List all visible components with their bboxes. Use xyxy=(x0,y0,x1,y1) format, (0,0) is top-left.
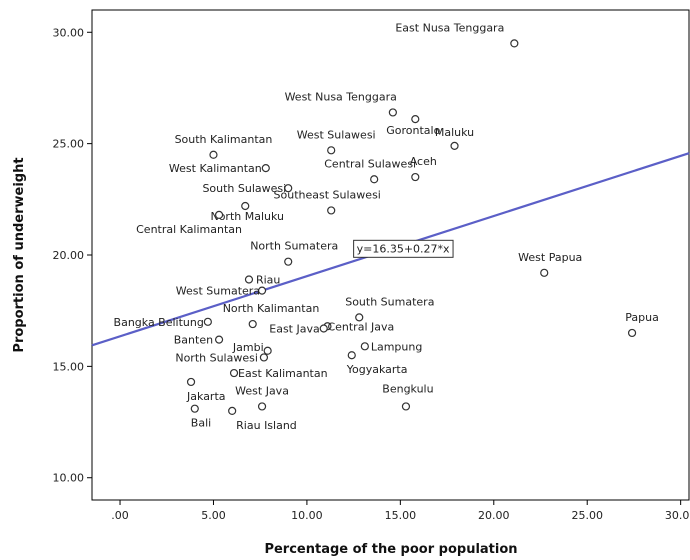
point-label: South Sumatera xyxy=(345,295,434,308)
data-point xyxy=(257,402,267,411)
x-tick-label: 15.00 xyxy=(385,509,417,522)
point-label: South Sulawesi xyxy=(202,182,286,195)
regression-equation: y=16.35+0.27*x xyxy=(357,242,450,255)
x-tick-label: 5.00 xyxy=(201,509,226,522)
data-point xyxy=(257,286,267,295)
point-label: North Kalimantan xyxy=(223,302,320,315)
data-point xyxy=(411,115,420,124)
data-point xyxy=(401,402,411,411)
point-label: Jambi xyxy=(232,341,264,354)
x-tick-label: 20.00 xyxy=(478,509,510,522)
data-point xyxy=(203,317,212,326)
data-point xyxy=(228,406,237,416)
point-label: South Kalimantan xyxy=(175,133,273,146)
x-tick-label: 30.00 xyxy=(665,509,690,522)
point-label: Jakarta xyxy=(186,390,225,403)
data-point xyxy=(360,342,369,351)
data-point xyxy=(261,164,270,173)
point-label: West Sumatera xyxy=(176,285,260,298)
data-point xyxy=(259,353,269,362)
y-tick-label: 30.00 xyxy=(53,26,85,39)
point-label: Bengkulu xyxy=(382,382,433,395)
x-axis-title: Percentage of the poor population xyxy=(264,542,517,557)
point-label: Riau Island xyxy=(236,419,297,432)
data-point xyxy=(327,206,336,215)
data-point xyxy=(627,328,637,338)
point-label: East Kalimantan xyxy=(238,367,328,380)
data-points: East Nusa Tenggara West Nusa Tenggara Goro… xyxy=(114,21,659,432)
data-point xyxy=(540,268,549,277)
data-point xyxy=(214,335,224,344)
data-point xyxy=(327,146,336,155)
point-label: West Java xyxy=(235,384,289,397)
y-tick-label: 15.00 xyxy=(53,360,85,373)
point-label: Gorontalo xyxy=(386,124,440,137)
x-axis: .00 5.00 10.00 15.00 20.00 25.00 30.00 xyxy=(111,500,690,522)
point-label: Riau xyxy=(256,274,280,287)
x-tick-label: 10.00 xyxy=(291,509,323,522)
data-point xyxy=(370,175,379,184)
data-point xyxy=(241,201,250,211)
data-point xyxy=(510,39,519,48)
point-label: North Sulawesi xyxy=(175,351,258,364)
point-label: Bali xyxy=(191,417,211,430)
x-tick-label: 25.00 xyxy=(571,509,603,522)
data-point xyxy=(319,324,328,333)
y-tick-label: 25.00 xyxy=(53,138,85,151)
data-point xyxy=(411,172,420,182)
point-label: East Java xyxy=(269,323,319,336)
data-point xyxy=(347,351,356,360)
regression-equation-box: y=16.35+0.27*x xyxy=(353,239,454,258)
data-point xyxy=(186,377,196,387)
data-point xyxy=(450,141,459,150)
data-point xyxy=(355,313,364,322)
point-label: North Maluku xyxy=(210,210,284,223)
y-tick-label: 20.00 xyxy=(53,249,85,262)
data-point xyxy=(284,184,293,193)
point-label: West Sulawesi xyxy=(297,128,376,141)
point-label: West Kalimantan xyxy=(169,162,262,175)
data-point xyxy=(214,210,224,220)
y-axis-title: Proportion of underweight xyxy=(12,157,27,352)
point-label: Papua xyxy=(625,311,659,324)
point-label: Lampung xyxy=(371,340,423,353)
data-point xyxy=(190,404,199,413)
data-point xyxy=(284,257,293,266)
data-point xyxy=(244,275,254,284)
point-label: Maluku xyxy=(435,126,474,139)
data-point xyxy=(229,368,239,378)
point-label: Banten xyxy=(174,334,213,347)
y-tick-label: 10.00 xyxy=(53,472,85,485)
data-point xyxy=(209,150,218,159)
data-point xyxy=(388,108,397,117)
point-label: West Papua xyxy=(518,251,582,264)
point-label: Central Kalimantan xyxy=(136,223,242,236)
point-label: North Sumatera xyxy=(250,240,338,253)
x-tick-label: .00 xyxy=(111,509,129,522)
point-label: Bangka Belitung xyxy=(114,316,204,329)
point-label: Central Sulawesi xyxy=(324,157,416,170)
data-point xyxy=(248,319,257,329)
point-label: Central Java xyxy=(327,320,394,333)
y-axis: 10.00 15.00 20.00 25.00 30.00 xyxy=(53,26,92,485)
point-label: East Nusa Tenggara xyxy=(395,21,504,34)
point-label: West Nusa Tenggara xyxy=(285,90,397,103)
data-point xyxy=(263,346,272,355)
point-label: Southeast Sulawesi xyxy=(274,188,381,201)
point-label: Aceh xyxy=(410,155,437,168)
point-label: Yogyakarta xyxy=(346,363,408,376)
